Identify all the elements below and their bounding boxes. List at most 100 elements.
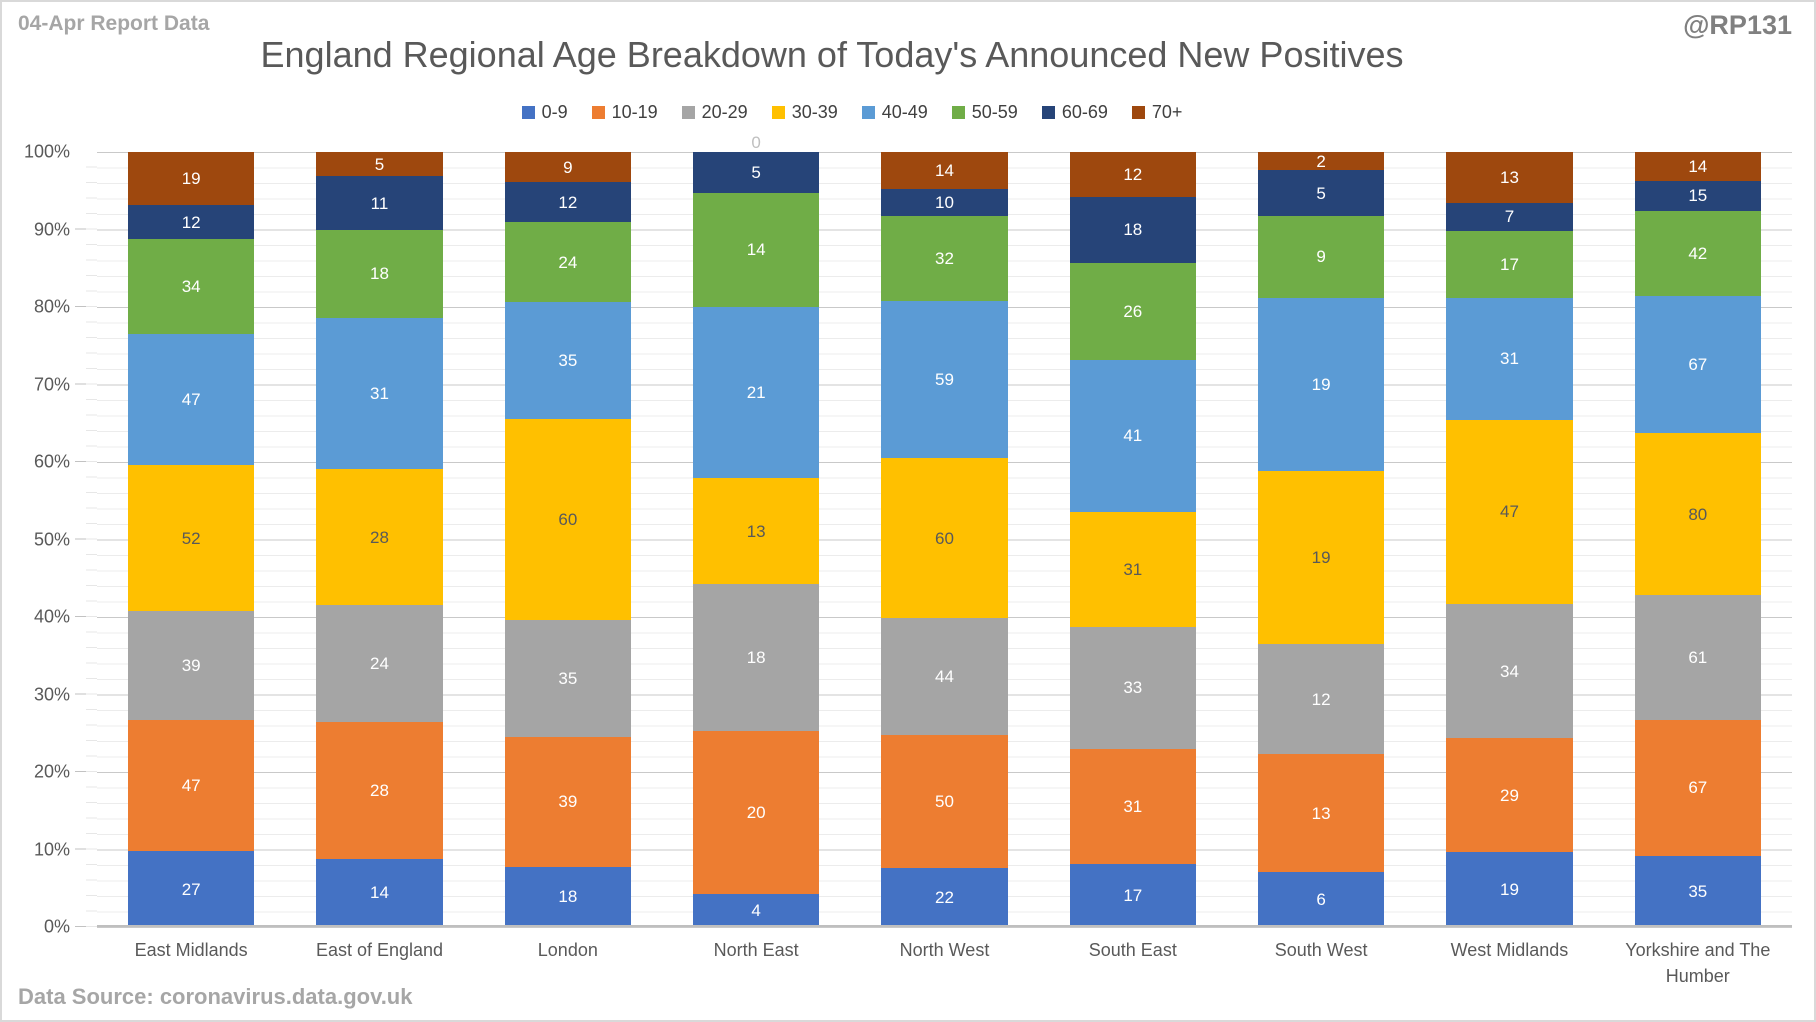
- bar-segment: 12: [128, 205, 255, 239]
- stacked-bar: 17 31 33 31 41 26 18 12: [1069, 152, 1196, 927]
- y-tick-label: 70%: [33, 374, 70, 394]
- bar-segment: 9: [504, 152, 631, 183]
- segment-value-label: 6: [1316, 890, 1326, 910]
- bar-segment: 19: [1258, 471, 1385, 645]
- segment-value-label: 19: [181, 169, 201, 189]
- segment-value-label: 18: [370, 264, 389, 284]
- bar-segment: 50: [881, 735, 1008, 869]
- segment-value-label: 2: [1316, 151, 1326, 171]
- segment-value-label: 9: [563, 157, 573, 177]
- bar-segment: 9: [1258, 215, 1385, 298]
- stacked-bar: 6 13 12 19 19 9 5 2: [1258, 151, 1385, 927]
- segment-value-label: 14: [935, 161, 954, 181]
- legend-item: 30-39: [771, 102, 838, 123]
- segment-value-label: 18: [558, 887, 578, 907]
- segment-value-label: 60: [558, 509, 578, 529]
- bar-segment: 67: [1634, 296, 1761, 433]
- legend-label: 10-19: [611, 102, 658, 122]
- segment-value-label: 24: [558, 252, 578, 272]
- bar-segment: 5: [316, 152, 443, 177]
- segment-value-label: 33: [1123, 678, 1143, 698]
- bar-segment: 6: [1258, 872, 1385, 927]
- bar-segment: 18: [693, 584, 820, 732]
- bar-segment: 14: [881, 152, 1008, 190]
- bar-group: 35 67 61 80 67 42 15 14: [1604, 152, 1792, 927]
- segment-value-label: 18: [746, 648, 766, 668]
- segment-value-label: 10: [935, 193, 954, 213]
- bar-segment: 14: [1634, 152, 1761, 181]
- bar-segment: 20: [693, 731, 820, 895]
- bar-segment: 29: [1446, 738, 1573, 853]
- segment-value-label: 39: [558, 792, 578, 812]
- x-category-label: Yorkshire and The Humber: [1625, 940, 1771, 987]
- bar-segment: 47: [1446, 419, 1573, 605]
- legend-swatch-icon: [1041, 106, 1055, 119]
- bar-segment: 12: [1258, 644, 1385, 754]
- legend-item: 20-29: [681, 102, 748, 123]
- bar-segment: 10: [881, 189, 1008, 216]
- bar-segment: 5: [693, 152, 820, 193]
- segment-value-label: 7: [1504, 207, 1515, 227]
- legend-item: 60-69: [1041, 102, 1108, 123]
- bar-segment: 42: [1634, 211, 1761, 297]
- bar-segment: 24: [504, 222, 631, 303]
- x-category-label: East Midlands: [134, 940, 248, 960]
- bar-segment: 13: [1446, 152, 1573, 204]
- bar-segment: 47: [128, 719, 255, 852]
- bar-segment: 17: [1069, 863, 1196, 927]
- bar-segment: 27: [128, 851, 255, 927]
- bar-segment: 13: [693, 478, 820, 585]
- bars-container: 27 47 39 52 47 34 12 19 14 28 24 28 31 18 11 5 18 39 35 60 3…: [97, 134, 1792, 927]
- segment-value-label: 12: [1311, 689, 1331, 709]
- segment-value-label: 5: [751, 162, 761, 182]
- bar-segment: 19: [1446, 852, 1573, 927]
- segment-value-label: 5: [1316, 183, 1326, 203]
- segment-value-label: 42: [1688, 244, 1708, 264]
- chart-title: England Regional Age Breakdown of Today'…: [260, 34, 1404, 75]
- segment-value-label: 50: [935, 792, 954, 812]
- author-handle: @RP131: [1683, 10, 1792, 40]
- bar-segment: 5: [1258, 170, 1385, 216]
- segment-value-label: 44: [935, 667, 954, 687]
- segment-value-label: 20: [746, 803, 766, 823]
- x-category-label: North East: [713, 940, 799, 960]
- segment-value-label: 17: [1123, 885, 1143, 905]
- segment-value-label: 4: [751, 901, 761, 921]
- segment-value-label: 22: [935, 888, 954, 908]
- legend-swatch-icon: [951, 106, 965, 119]
- legend-label: 60-69: [1061, 102, 1108, 122]
- segment-value-label: 11: [370, 193, 389, 213]
- segment-value-label: 28: [370, 781, 389, 801]
- segment-value-label: 47: [1500, 502, 1519, 522]
- segment-value-label: 13: [1500, 168, 1519, 188]
- segment-value-label: 35: [1688, 881, 1708, 901]
- legend-swatch-icon: [681, 106, 695, 119]
- segment-value-label: 34: [1500, 661, 1519, 681]
- bar-segment: 13: [1258, 753, 1385, 873]
- bar-group: 4 20 18 13 21 14 5 0: [662, 134, 850, 927]
- bar-segment: 4: [693, 894, 820, 927]
- segment-value-label: 80: [1688, 504, 1708, 524]
- stacked-bar: 22 50 44 60 59 32 10 14: [881, 152, 1008, 927]
- legend-label: 0-9: [541, 102, 568, 122]
- legend-item: 10-19: [591, 102, 658, 123]
- legend-label: 70+: [1151, 102, 1183, 122]
- bar-segment: 31: [1069, 749, 1196, 864]
- bar-segment: 31: [1446, 297, 1573, 420]
- segment-value-label: 39: [181, 655, 201, 675]
- bar-segment: 44: [881, 618, 1008, 736]
- bar-group: 6 13 12 19 19 9 5 2: [1227, 152, 1415, 927]
- y-tick-label: 0%: [43, 916, 70, 937]
- segment-value-label: 21: [746, 383, 766, 403]
- bar-segment: 7: [1446, 203, 1573, 231]
- segment-value-label: 31: [1500, 349, 1519, 369]
- bar-group: 19 29 34 47 31 17 7 13: [1415, 152, 1603, 927]
- bar-segment: 22: [881, 868, 1008, 927]
- legend-swatch-icon: [771, 106, 785, 119]
- segment-value-label: 29: [1500, 785, 1519, 805]
- y-tick-label: 60%: [33, 451, 70, 472]
- bar-segment: 14: [693, 192, 820, 308]
- bar-segment: 80: [1634, 432, 1761, 596]
- segment-value-label: 5: [374, 154, 385, 174]
- legend-item: 50-59: [951, 102, 1018, 123]
